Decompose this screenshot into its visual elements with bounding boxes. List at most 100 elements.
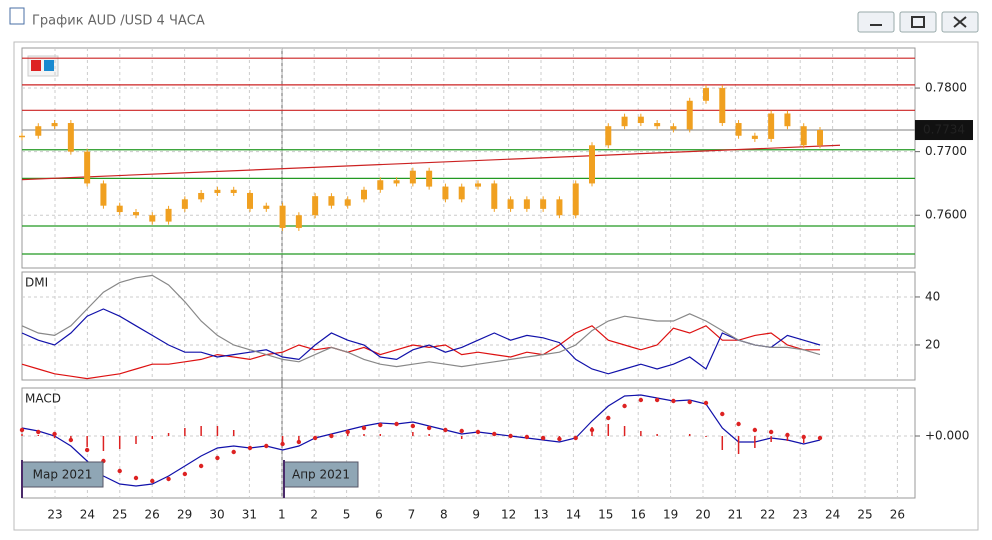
candle	[312, 196, 319, 216]
window-buttons	[857, 11, 979, 33]
legend-blue	[44, 60, 54, 71]
x-tick-label: 26	[890, 508, 905, 522]
candle	[751, 135, 758, 139]
candle	[458, 186, 465, 200]
signal-dot	[687, 399, 692, 405]
candle	[637, 116, 644, 124]
x-tick-label: 23	[47, 508, 62, 522]
x-tick-label: 8	[440, 508, 448, 522]
indicator-line	[21, 325, 820, 380]
signal-dot	[198, 463, 204, 469]
x-tick-label: 6	[375, 508, 383, 522]
candle	[19, 135, 25, 138]
x-tick-label: 22	[760, 508, 775, 522]
candle	[442, 186, 449, 200]
x-tick-label: 25	[857, 508, 872, 522]
signal-dot	[703, 400, 709, 406]
price-label-box	[915, 120, 973, 141]
candle	[263, 205, 270, 209]
x-tick-label: 29	[177, 508, 192, 522]
maximize-button[interactable]	[899, 11, 937, 33]
x-tick-label: 30	[209, 508, 224, 522]
signal-dot	[622, 403, 627, 409]
x-tick-label: 9	[472, 508, 480, 522]
candle	[540, 199, 547, 209]
signal-dot	[492, 431, 497, 437]
signal-dot	[19, 427, 25, 433]
signal-dot	[378, 422, 383, 428]
signal-dot	[52, 431, 57, 437]
candle	[230, 189, 237, 193]
signal-dot	[247, 445, 253, 451]
x-tick-label: 16	[631, 508, 646, 522]
signal-dot	[606, 415, 611, 421]
x-tick-label: 12	[501, 508, 516, 522]
candle	[817, 130, 823, 146]
month-label: Апр 2021	[292, 468, 350, 482]
price-label: 0.7734	[923, 123, 965, 137]
x-tick-label: 2	[310, 508, 318, 522]
y-tick-label: 0.7800	[925, 81, 967, 95]
signal-dot	[264, 443, 269, 449]
signal-dot	[573, 435, 578, 441]
y-tick-label: +0.000	[925, 429, 969, 443]
x-tick-label: 25	[112, 508, 127, 522]
candle	[523, 199, 530, 209]
candle	[149, 215, 156, 222]
signal-dot	[345, 429, 350, 435]
x-tick-label: 1	[278, 508, 286, 522]
signal-dot	[231, 449, 236, 455]
x-tick-label: 7	[408, 508, 416, 522]
signal-dot	[508, 433, 513, 439]
price-panel	[21, 47, 916, 269]
signal-dot	[36, 429, 41, 435]
candle	[279, 205, 286, 228]
x-tick-label: 31	[242, 508, 257, 522]
signal-dot	[394, 421, 399, 427]
x-tick-label: 24	[80, 508, 95, 522]
candle	[409, 170, 416, 184]
signal-dot	[736, 421, 741, 427]
candle	[556, 199, 563, 216]
candle	[703, 88, 709, 101]
signal-dot	[280, 441, 285, 447]
app-icon	[9, 7, 25, 25]
candle	[475, 183, 481, 187]
candle	[377, 180, 384, 190]
signal-dot	[785, 432, 790, 438]
candle	[800, 126, 807, 146]
candle	[295, 215, 302, 228]
signal-dot	[426, 425, 432, 431]
x-tick-label: 23	[793, 508, 808, 522]
x-tick-label: 20	[695, 508, 710, 522]
y-tick-label: 40	[925, 289, 940, 303]
month-label: Мар 2021	[33, 468, 93, 482]
legend-red	[31, 60, 41, 71]
signal-dot	[752, 427, 758, 433]
candle	[198, 192, 205, 200]
candle	[361, 189, 367, 200]
chart-frame	[13, 41, 979, 531]
candle	[784, 113, 791, 127]
x-tick-label: 15	[598, 508, 613, 522]
minimize-button[interactable]	[857, 11, 895, 33]
signal-dot	[638, 397, 644, 403]
x-tick-label: 21	[728, 508, 743, 522]
x-tick-label: 5	[343, 508, 351, 522]
candle	[35, 126, 42, 136]
candle	[426, 170, 433, 187]
candle	[393, 180, 400, 184]
candle	[328, 196, 335, 206]
candle	[84, 151, 91, 184]
panel-title: MACD	[25, 392, 61, 406]
signal-dot	[133, 475, 139, 481]
x-tick-label: 13	[533, 508, 548, 522]
candle	[621, 116, 628, 127]
candle	[133, 212, 139, 216]
y-tick-label: 20	[925, 337, 940, 351]
candle	[507, 199, 514, 209]
candle	[686, 100, 693, 130]
signal-dot	[312, 435, 318, 441]
signal-dot	[361, 425, 367, 431]
